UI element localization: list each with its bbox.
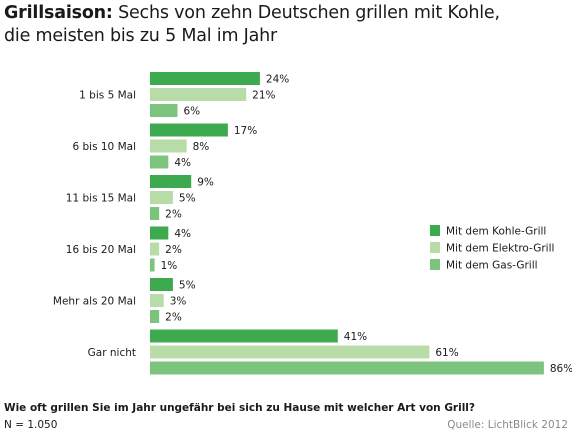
bar — [150, 155, 169, 169]
chart-title-bold: Grillsaison: — [4, 3, 113, 23]
value-label: 4% — [174, 228, 191, 240]
category-label: 1 bis 5 Mal — [79, 90, 136, 102]
bar — [150, 258, 155, 272]
chart-title: Grillsaison: Sechs von zehn Deutschen gr… — [4, 2, 564, 48]
value-label: 2% — [165, 244, 182, 256]
legend-label: Mit dem Gas-Grill — [446, 260, 538, 272]
value-label: 2% — [165, 209, 182, 221]
legend-swatch — [430, 259, 440, 270]
source-note: Quelle: LichtBlick 2012 — [447, 419, 568, 431]
value-label: 21% — [252, 90, 275, 102]
value-label: 1% — [161, 260, 178, 272]
bar — [150, 278, 173, 291]
value-label: 61% — [435, 347, 458, 359]
value-label: 41% — [344, 331, 367, 343]
value-label: 2% — [165, 312, 182, 324]
bar — [150, 310, 160, 323]
chart-title-line1: Sechs von zehn Deutschen grillen mit Koh… — [112, 3, 500, 23]
category-label: Mehr als 20 Mal — [53, 296, 136, 308]
bar — [150, 88, 247, 101]
bar — [150, 123, 228, 137]
value-label: 6% — [183, 106, 200, 118]
value-label: 3% — [170, 296, 187, 308]
bar — [150, 226, 169, 240]
sample-size: N = 1.050 — [4, 419, 58, 431]
category-label: Gar nicht — [88, 347, 136, 359]
value-label: 86% — [550, 363, 572, 375]
value-label: 24% — [266, 74, 289, 86]
category-label: 6 bis 10 Mal — [72, 141, 136, 153]
bar — [150, 329, 338, 343]
legend-label: Mit dem Kohle-Grill — [446, 226, 546, 238]
value-label: 17% — [234, 125, 257, 137]
value-label: 9% — [197, 177, 214, 189]
legend-label: Mit dem Elektro-Grill — [446, 243, 554, 255]
legend-swatch — [430, 242, 440, 253]
bar — [150, 104, 178, 117]
bar — [150, 361, 544, 375]
bar — [150, 207, 160, 220]
bar — [150, 139, 187, 153]
value-label: 4% — [174, 157, 191, 169]
bar — [150, 294, 164, 307]
survey-question: Wie oft grillen Sie im Jahr ungefähr bei… — [4, 402, 475, 414]
category-label: 16 bis 20 Mal — [66, 244, 136, 256]
chart-title-line2: die meisten bis zu 5 Mal im Jahr — [4, 26, 278, 46]
value-label: 5% — [179, 193, 196, 205]
legend-swatch — [430, 225, 440, 236]
bar — [150, 175, 192, 188]
category-label: 11 bis 15 Mal — [66, 193, 136, 205]
bar — [150, 72, 260, 85]
value-label: 5% — [179, 280, 196, 292]
value-label: 8% — [193, 141, 210, 153]
bar — [150, 191, 173, 204]
bar — [150, 242, 160, 256]
bar — [150, 345, 430, 359]
